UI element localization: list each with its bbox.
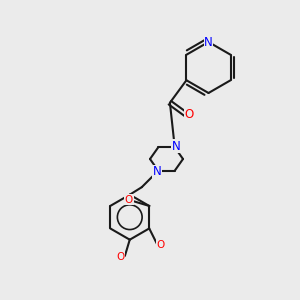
Text: N: N xyxy=(172,140,181,153)
Text: O: O xyxy=(156,240,164,250)
Text: O: O xyxy=(116,252,124,262)
Text: O: O xyxy=(125,195,133,205)
Text: N: N xyxy=(152,165,161,178)
Text: N: N xyxy=(204,35,213,49)
Text: O: O xyxy=(184,108,194,121)
